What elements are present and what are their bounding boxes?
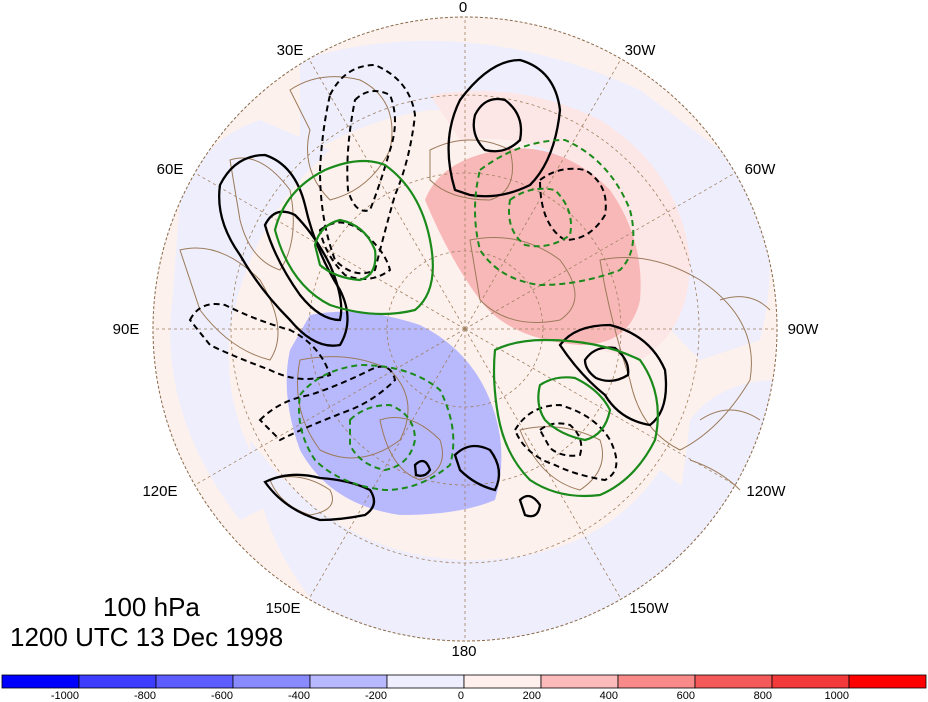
shade-region-light-blue-left xyxy=(170,120,330,520)
colorbar-tick-label: 600 xyxy=(677,690,695,702)
lon-label-150e: 150E xyxy=(265,600,300,617)
lon-label-60w: 60W xyxy=(745,161,777,178)
lon-label-120e: 120E xyxy=(142,483,177,500)
shade-region-light-blue-south xyxy=(250,440,700,640)
colorbar-swatch xyxy=(848,674,927,689)
contours-black-solid xyxy=(218,58,668,522)
contours-green-dashed xyxy=(298,138,635,492)
map-boundary xyxy=(152,16,778,642)
colorbar-swatch xyxy=(386,674,465,689)
colorbar-tick-label: 200 xyxy=(523,690,541,702)
colorbar-swatch xyxy=(155,674,234,689)
coastlines xyxy=(179,76,771,516)
lon-label-180: 180 xyxy=(451,643,476,660)
colorbar-swatch xyxy=(694,674,773,689)
colorbar-tick-label: 400 xyxy=(600,690,618,702)
lon-label-30e: 30E xyxy=(277,42,304,59)
colorbar-tick-label: -1000 xyxy=(51,690,79,702)
lon-label-30w: 30W xyxy=(625,42,657,59)
colorbar-swatch xyxy=(78,674,157,689)
contours-black-dashed xyxy=(188,63,618,482)
colorbar-tick-label: 1000 xyxy=(825,690,849,702)
shade-region-blue-low xyxy=(286,311,502,515)
lon-label-120w: 120W xyxy=(746,483,786,500)
colorbar-swatch xyxy=(309,674,388,689)
lon-label-0: 0 xyxy=(459,0,467,16)
colorbar-tick-label: -600 xyxy=(211,690,233,702)
lon-label-90w: 90W xyxy=(788,321,820,338)
colorbar-tick-label: 800 xyxy=(754,690,772,702)
colorbar-swatch xyxy=(232,674,311,689)
lon-label-150w: 150W xyxy=(629,600,669,617)
title-level: 100 hPa xyxy=(103,592,200,622)
colorbar-swatch xyxy=(617,674,696,689)
colorbar-swatch xyxy=(463,674,542,689)
colorbar-tick-label: -400 xyxy=(288,690,310,702)
colorbar-tick-label: -800 xyxy=(134,690,156,702)
colorbar-swatch xyxy=(540,674,619,689)
colorbar: -1000 -800 -600 -400 -200 0 200 400 600 800 1000 xyxy=(1,674,927,702)
colorbar-tick-label: -200 xyxy=(365,690,387,702)
contours-green-solid xyxy=(273,159,659,498)
lon-label-90e: 90E xyxy=(113,321,140,338)
colorbar-swatch xyxy=(1,674,80,689)
colorbar-tick-label: 0 xyxy=(458,690,464,702)
lon-label-60e: 60E xyxy=(157,161,184,178)
colorbar-swatch xyxy=(771,674,850,689)
title-time: 1200 UTC 13 Dec 1998 xyxy=(10,622,284,652)
longitude-labels: 0 30W 60W 90W 120W 150W 180 150E 120E 90… xyxy=(113,0,820,660)
